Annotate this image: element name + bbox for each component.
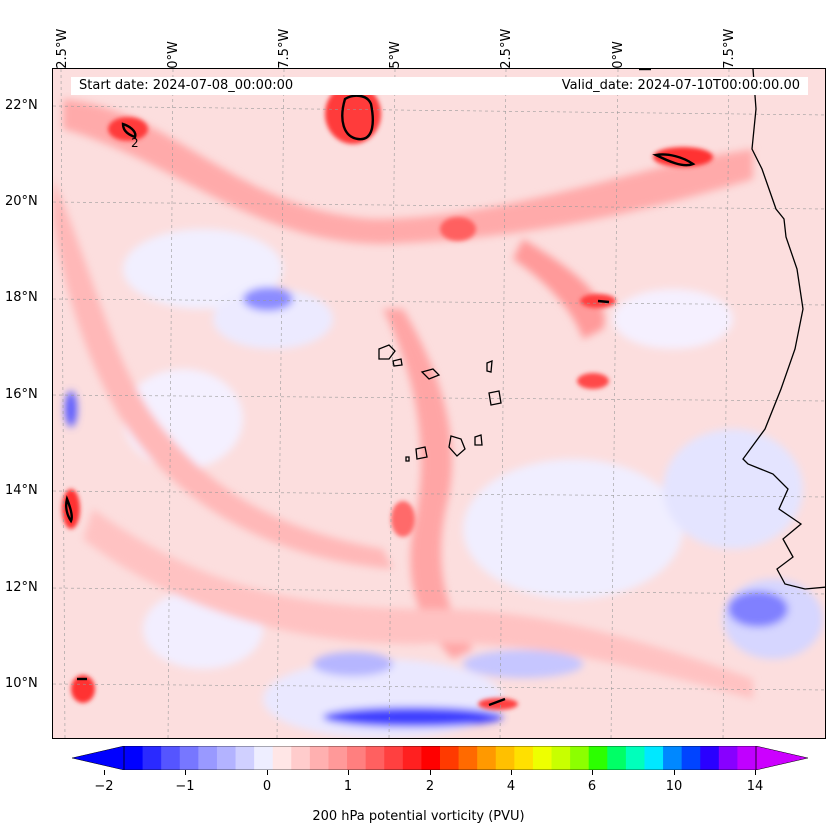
lat-label-12n: 12°N bbox=[5, 580, 38, 595]
colorbar-segment bbox=[700, 746, 720, 770]
colorbar-segment bbox=[235, 746, 255, 770]
colorbar-segment bbox=[607, 746, 627, 770]
colorbar-tickmark bbox=[104, 770, 105, 775]
graticule bbox=[53, 69, 825, 738]
colorbar-segment bbox=[309, 746, 329, 770]
lat-label-18n: 18°N bbox=[5, 290, 38, 305]
colorbar-segment bbox=[625, 746, 645, 770]
colorbar-segment bbox=[532, 746, 553, 770]
start-date-text: Start date: 2024-07-08_00:00:00 bbox=[79, 78, 294, 93]
colorbar-border bbox=[123, 746, 757, 770]
colorbar-tick-neg2: −2 bbox=[94, 779, 114, 794]
field-patches bbox=[53, 99, 823, 738]
colorbar-segment bbox=[718, 746, 738, 770]
colorbar-segment bbox=[440, 746, 460, 770]
colorbar-tickmark bbox=[348, 770, 349, 775]
colorbar-tick-6: 6 bbox=[587, 779, 597, 794]
colorbar-extend-low bbox=[72, 746, 125, 770]
colorbar-tickmark bbox=[185, 770, 186, 775]
west-africa-coastline bbox=[742, 69, 825, 590]
colorbar-segment bbox=[328, 746, 348, 770]
lat-label-10n: 10°N bbox=[5, 676, 38, 691]
colorbar-segment bbox=[347, 746, 367, 770]
cape-verde-islands bbox=[378, 344, 502, 462]
lat-label-16n: 16°N bbox=[5, 387, 38, 402]
colorbar-segment bbox=[384, 746, 404, 770]
colorbar-segment bbox=[179, 746, 199, 770]
colorbar-tickmark bbox=[592, 770, 593, 775]
lat-label-20n: 20°N bbox=[5, 194, 38, 209]
colorbar bbox=[72, 746, 808, 770]
colorbar-segment bbox=[198, 746, 218, 770]
colorbar-segment bbox=[570, 746, 590, 770]
colorbar-segment bbox=[365, 746, 385, 770]
colorbar-segment bbox=[291, 746, 311, 770]
colorbar-tick-0: 0 bbox=[262, 779, 272, 794]
contour-label: 2 bbox=[131, 136, 139, 150]
lat-label-22n: 22°N bbox=[5, 98, 38, 113]
colorbar-segment bbox=[254, 746, 274, 770]
colorbar-tickmark bbox=[430, 770, 431, 775]
colorbar-tick-4: 4 bbox=[506, 779, 516, 794]
colorbar-extend-high bbox=[755, 746, 808, 770]
colorbar-segment bbox=[514, 746, 534, 770]
colorbar-tick-10: 10 bbox=[665, 779, 683, 794]
date-info-bar: Start date: 2024-07-08_00:00:00 Valid_da… bbox=[71, 77, 808, 95]
colorbar-segment bbox=[458, 746, 478, 770]
valid-date-text: Valid_date: 2024-07-10T00:00:00.00 bbox=[561, 78, 800, 93]
colorbar-tickmark bbox=[674, 770, 675, 775]
colorbar-segment bbox=[737, 746, 757, 770]
colorbar-segment bbox=[551, 746, 571, 770]
colorbar-segment bbox=[663, 746, 683, 770]
map-panel[interactable]: 2 bbox=[52, 68, 826, 739]
colorbar-segment bbox=[161, 746, 181, 770]
colorbar-segment bbox=[142, 746, 162, 770]
colorbar-tick-14: 14 bbox=[746, 779, 764, 794]
lat-label-14n: 14°N bbox=[5, 483, 38, 498]
colorbar-tickmark bbox=[755, 770, 756, 775]
colorbar-segment bbox=[495, 746, 515, 770]
colorbar-tickmark bbox=[267, 770, 268, 775]
colorbar-segment bbox=[402, 746, 422, 770]
colorbar-segment bbox=[477, 746, 497, 770]
colorbar-label: 200 hPa potential vorticity (PVU) bbox=[312, 809, 525, 824]
colorbar-segment bbox=[124, 746, 144, 770]
colorbar-tickmark bbox=[511, 770, 512, 775]
colorbar-segment bbox=[588, 746, 608, 770]
colorbar-tick-neg1: −1 bbox=[175, 779, 195, 794]
colorbar-segment bbox=[272, 746, 292, 770]
colorbar-segment bbox=[421, 746, 441, 770]
pv-field-map: 2 bbox=[53, 69, 825, 738]
colorbar-tick-1: 1 bbox=[343, 779, 353, 794]
colorbar-segment bbox=[681, 746, 701, 770]
pv-contours bbox=[65, 69, 696, 707]
colorbar-segments bbox=[124, 746, 757, 770]
colorbar-tick-2: 2 bbox=[425, 779, 435, 794]
colorbar-segment bbox=[216, 746, 237, 770]
colorbar-segment bbox=[644, 746, 664, 770]
field-maxima bbox=[62, 84, 713, 710]
